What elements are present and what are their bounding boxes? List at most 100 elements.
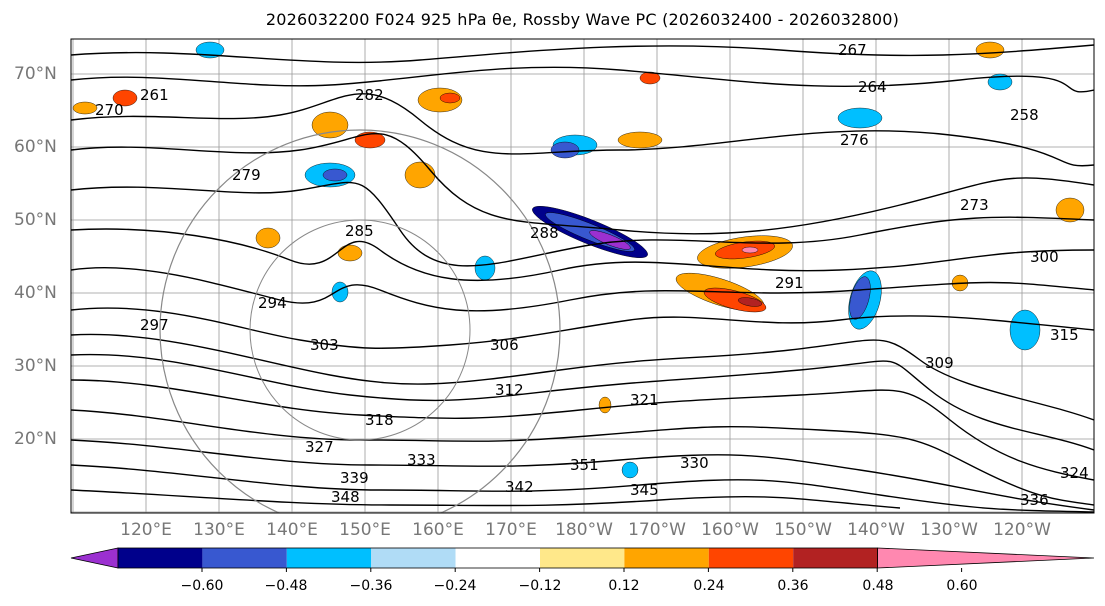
pc-shade-patch [987,73,1013,91]
contour-label: 261 [140,86,169,104]
lon-label-180w: 180°W [555,520,613,540]
pc-shade-patch [837,107,883,129]
colorbar-segment [624,548,709,568]
pc-shade-patch [737,297,763,307]
colorbar-tick-4: −0.24 [433,578,477,594]
lon-label-170e: 170°E [485,520,537,540]
colorbar-tick-3: −0.36 [349,578,393,594]
contour-label: 258 [1010,106,1039,124]
pc-shade-patch [617,131,663,149]
theta-e-contour-line [71,439,1094,511]
lon-label-120w: 120°W [993,520,1051,540]
theta-e-contour-line [71,489,901,509]
colorbar-tick-6: 0.12 [608,578,640,594]
lon-label-130e: 130°E [193,520,245,540]
contour-label: 303 [310,336,339,354]
lat-label-50n: 50°N [14,210,57,230]
contour-label: 315 [1050,326,1079,344]
contour-label: 342 [505,478,534,496]
pc-shade-patch [1055,197,1085,223]
colorbar-segment [202,548,287,568]
lon-label-140w: 140°W [847,520,905,540]
lon-label-160e: 160°E [412,520,464,540]
colorbar-segment [371,548,456,568]
contour-label: 348 [331,488,360,506]
colorbar-outline [117,547,878,569]
pc-shade-patch [112,89,138,107]
contour-label: 285 [345,222,374,240]
contour-label: 273 [960,196,989,214]
colorbar-tick-9: 0.48 [862,578,894,594]
lon-label-150e: 150°E [339,520,391,540]
contour-label: 270 [95,101,124,119]
lon-label-130w: 130°W [920,520,978,540]
map-title: 2026032200 F024 925 hPa θe, Rossby Wave … [265,10,900,29]
theta-e-contours [71,44,1094,513]
theta-e-contour-line [71,307,1094,349]
contour-label: 300 [1030,248,1059,266]
contour-label: 345 [630,481,659,499]
contour-label: 339 [340,469,369,487]
pc-shade-patch [550,141,580,159]
contour-label: 351 [570,456,599,474]
colorbar-segment [455,548,540,568]
range-ring [159,129,561,513]
contour-label: 312 [495,381,524,399]
pc-shade-patch [337,244,363,262]
theta-e-contour-line [71,267,1094,312]
colorbar-extend-low [70,547,119,569]
colorbar [70,547,1095,572]
pc-shade-patch [621,461,639,479]
contour-label: 288 [530,224,559,242]
pc-shade-patch [741,246,759,254]
map-layers [71,39,1094,513]
pc-shade-patch [598,396,612,414]
range-ring [249,219,471,441]
contour-label: 327 [305,438,334,456]
colorbar-tick-8: 0.36 [777,578,809,594]
contour-label: 333 [407,451,436,469]
lon-label-170w: 170°W [628,520,686,540]
pc-shade-patch [72,101,98,115]
map-background [71,39,1094,513]
colorbar-tick-10: 0.60 [946,578,978,594]
contour-label: 309 [925,354,954,372]
theta-e-contour-line [71,333,1094,421]
lat-label-30n: 30°N [14,356,57,376]
theta-e-contour-line [71,228,1094,282]
lon-label-150w: 150°W [774,520,832,540]
pc-shade-patch [849,276,871,320]
contour-label: 321 [630,391,659,409]
theta-e-contour-line [71,181,1094,267]
colorbar-segment [118,548,203,568]
contour-label: 282 [355,86,384,104]
colorbar-tick-2: −0.48 [264,578,308,594]
colorbar-extend-high [877,547,1095,569]
theta-e-contour-line [71,93,1094,167]
contour-label: 297 [140,316,169,334]
lon-label-160w: 160°W [701,520,759,540]
contour-label: 318 [365,411,394,429]
pc-shade-patch [404,161,436,189]
contour-label: 276 [840,131,869,149]
pc-shade-patch [975,41,1005,59]
theta-e-contour-line [71,409,1094,506]
contour-labels: 267 264 261 258 270 282 279 276 273 285 288 294 291 2… [95,41,1089,509]
colorbar-segment [286,548,372,568]
pc-shade-patch [1009,309,1041,351]
theta-e-contour-line [71,44,1094,64]
contour-label: 324 [1060,464,1089,482]
contour-label: 267 [838,41,867,59]
contour-label: 264 [858,78,887,96]
colorbar-segment [793,548,878,568]
theta-e-contour-line [71,464,1094,513]
pc-shade-patch [474,255,496,281]
theta-e-contour-line [71,66,1094,93]
lat-label-60n: 60°N [14,137,57,157]
pc-shade-patch [354,131,386,149]
theta-e-contour-line [71,353,1094,451]
pc-shade-patch [589,230,631,250]
colorbar-tick-5: −0.12 [518,578,562,594]
pc-shade-patch [255,227,281,249]
lat-label-20n: 20°N [14,429,57,449]
